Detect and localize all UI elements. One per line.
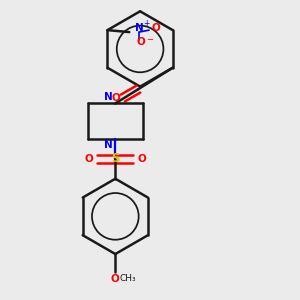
Text: N: N (135, 23, 144, 33)
Text: O: O (138, 154, 146, 164)
Text: −: − (147, 35, 154, 44)
Text: O: O (84, 154, 93, 164)
Text: O: O (111, 274, 120, 284)
Text: CH₃: CH₃ (120, 274, 136, 283)
Text: N: N (104, 92, 113, 103)
Text: O: O (137, 37, 146, 47)
Text: S: S (111, 152, 120, 165)
Text: +: + (143, 19, 150, 28)
Text: N: N (104, 140, 113, 150)
Text: O: O (152, 23, 161, 33)
Text: O: O (112, 93, 120, 103)
